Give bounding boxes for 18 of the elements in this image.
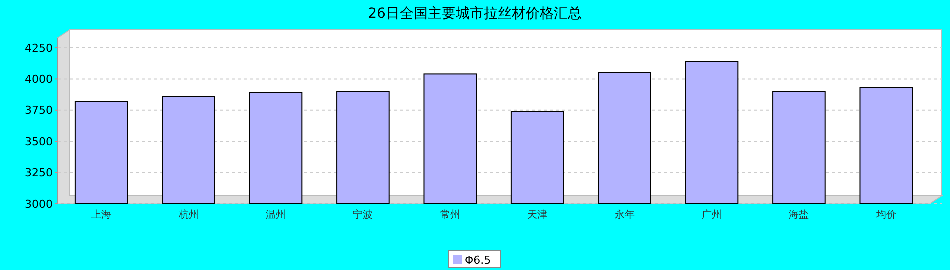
- y-tick-label: 3750: [25, 104, 53, 118]
- y-tick-label: 3500: [25, 135, 53, 148]
- x-tick-label: 天津: [528, 209, 548, 221]
- y-tick-label: 3000: [25, 198, 53, 211]
- x-tick-label: 上海: [92, 209, 112, 221]
- chart-title: 26日全国主要城市拉丝材价格汇总: [368, 6, 582, 22]
- x-tick-label: 宁波: [353, 209, 374, 221]
- legend-label: Φ6.5: [465, 254, 492, 267]
- x-tick-label: 均价: [875, 209, 896, 221]
- x-tick-label: 广州: [702, 209, 722, 221]
- x-tick-label: 永年: [614, 209, 635, 221]
- y-tick-label: 4000: [25, 73, 53, 86]
- y-tick-label: 3250: [25, 166, 53, 180]
- x-tick-label: 海盐: [789, 209, 810, 221]
- y-tick-label: 4250: [25, 42, 53, 55]
- x-tick-label: 杭州: [178, 209, 199, 221]
- x-tick-label: 常州: [440, 209, 460, 221]
- x-tick-label: 温州: [266, 209, 286, 221]
